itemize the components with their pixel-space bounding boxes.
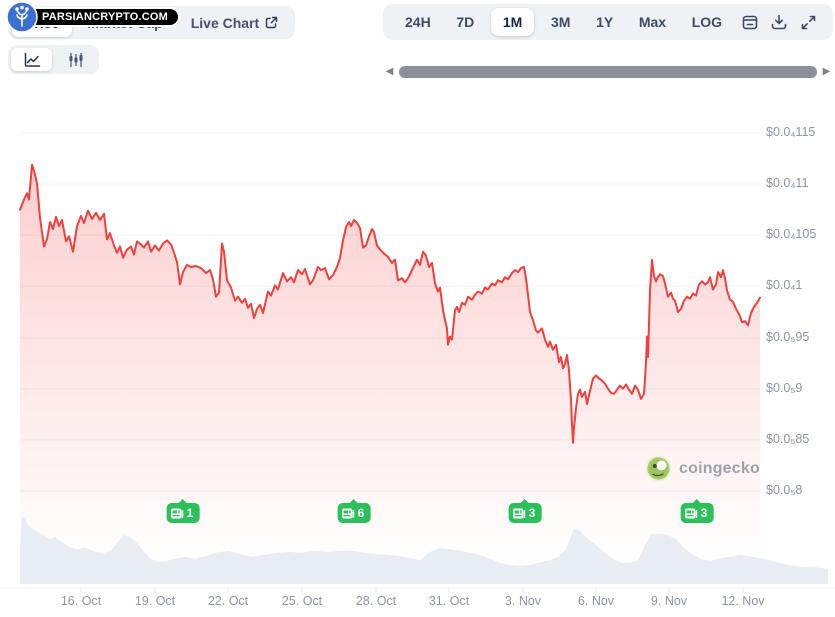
range-controls: 24H 7D 1M 3M 1Y Max LOG [383, 4, 833, 40]
y-axis-label: $0.0₄115 [766, 125, 816, 139]
chart-type-toggle [8, 45, 99, 74]
y-axis-label: $0.0₅95 [766, 330, 810, 344]
download-button[interactable] [768, 11, 790, 33]
event-badge[interactable]: 3 [680, 499, 714, 523]
event-count: 3 [528, 506, 536, 520]
news-icon [342, 508, 355, 518]
download-icon [772, 14, 787, 30]
y-axis-label: $0.0₅9 [766, 381, 803, 395]
chart-scrollbar: ◀ ▶ [383, 64, 833, 80]
log-scale-button[interactable]: LOG [683, 8, 731, 36]
range-1y[interactable]: 1Y [587, 8, 622, 36]
site-watermark: PARSIANCRYPTO.COM [6, 1, 181, 33]
watermark-text: PARSIANCRYPTO.COM [24, 7, 181, 27]
x-axis-label: 25. Oct [281, 594, 323, 608]
price-line[interactable] [19, 163, 761, 444]
news-icon [685, 508, 698, 518]
x-axis-label: 12. Nov [721, 594, 765, 608]
parsiancrypto-logo-icon [6, 1, 38, 33]
bar-chart-icon [69, 52, 82, 67]
y-axis-label: $0.0₅8 [766, 483, 803, 497]
range-1m[interactable]: 1M [490, 8, 535, 36]
tab-live-chart-label: Live Chart [190, 14, 260, 31]
x-axis-label: 22. Oct [207, 594, 249, 608]
x-axis-label: 9. Nov [650, 594, 688, 608]
scrollbar-track[interactable] [399, 66, 817, 78]
event-count: 1 [186, 506, 194, 520]
volume-area [20, 516, 828, 584]
news-icon [171, 508, 184, 518]
y-axis-label: $0.0₄105 [766, 227, 817, 241]
coingecko-watermark: coingecko [645, 455, 760, 482]
line-chart-toggle[interactable] [11, 48, 52, 71]
y-axis-label: $0.0₅85 [766, 432, 810, 446]
x-axis-label: 28. Oct [355, 594, 397, 608]
expand-icon [802, 15, 816, 29]
fullscreen-button[interactable] [798, 11, 820, 33]
event-badge[interactable]: 3 [508, 499, 542, 523]
scroll-left-arrow-icon[interactable]: ◀ [385, 66, 394, 77]
scroll-right-arrow-icon[interactable]: ▶ [822, 66, 831, 77]
x-axis-label: 16. Oct [60, 594, 102, 608]
candlestick-chart-toggle[interactable] [55, 48, 96, 71]
y-axis-label: $0.0₄11 [766, 176, 809, 190]
calendar-button[interactable] [739, 11, 761, 33]
event-badge[interactable]: 6 [337, 499, 371, 523]
range-7d[interactable]: 7D [447, 8, 483, 36]
news-icon [513, 508, 526, 518]
tab-live-chart[interactable]: Live Chart [178, 9, 291, 37]
event-count: 3 [700, 506, 708, 520]
calendar-icon [742, 15, 757, 30]
range-3m[interactable]: 3M [542, 8, 579, 36]
line-chart-icon [24, 52, 40, 67]
x-axis-label: 3. Nov [504, 594, 542, 608]
x-axis-label: 6. Nov [577, 594, 615, 608]
range-max[interactable]: Max [630, 8, 675, 36]
external-link-icon [265, 16, 278, 29]
x-axis-label: 19. Oct [134, 594, 176, 608]
event-badge[interactable]: 1 [166, 499, 200, 523]
coingecko-logo-icon [645, 455, 672, 482]
price-area-fill [20, 164, 760, 560]
range-24h[interactable]: 24H [396, 8, 440, 36]
event-count: 6 [357, 506, 365, 520]
x-axis-label: 31. Oct [428, 594, 470, 608]
scrollbar-thumb[interactable] [399, 66, 817, 78]
y-axis-label: $0.0₄1 [766, 278, 803, 292]
coingecko-watermark-text: coingecko [679, 459, 760, 477]
